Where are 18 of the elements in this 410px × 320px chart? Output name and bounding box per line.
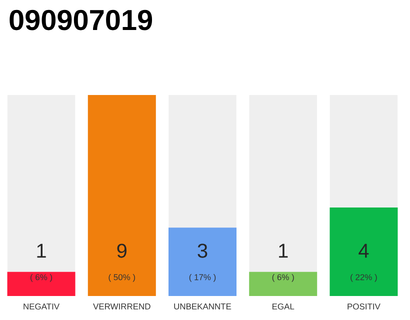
x-tick-label: VERWIRREND — [93, 304, 150, 310]
annotation: 3 — [198, 244, 208, 258]
x-tick-label: POSITIV — [348, 304, 380, 310]
data-label: ( 50% ) — [108, 274, 136, 282]
annotation: 1 — [37, 244, 46, 258]
annotation: 1 — [279, 244, 288, 258]
x-tick-label: NEGATIV — [24, 304, 60, 310]
annotation: 9 — [117, 244, 126, 258]
x-tick-label: EGAL — [272, 304, 294, 310]
annotation: 4 — [358, 244, 369, 258]
data-label: ( 6% ) — [272, 274, 294, 282]
data-label: ( 17% ) — [189, 274, 216, 282]
x-tick-label: UNBEKANNTE — [174, 304, 232, 310]
bar — [249, 272, 318, 296]
data-label: ( 22% ) — [350, 274, 377, 282]
chart-title: 090907019 — [10, 10, 152, 30]
data-label: ( 6% ) — [30, 274, 52, 282]
bar — [7, 272, 76, 296]
